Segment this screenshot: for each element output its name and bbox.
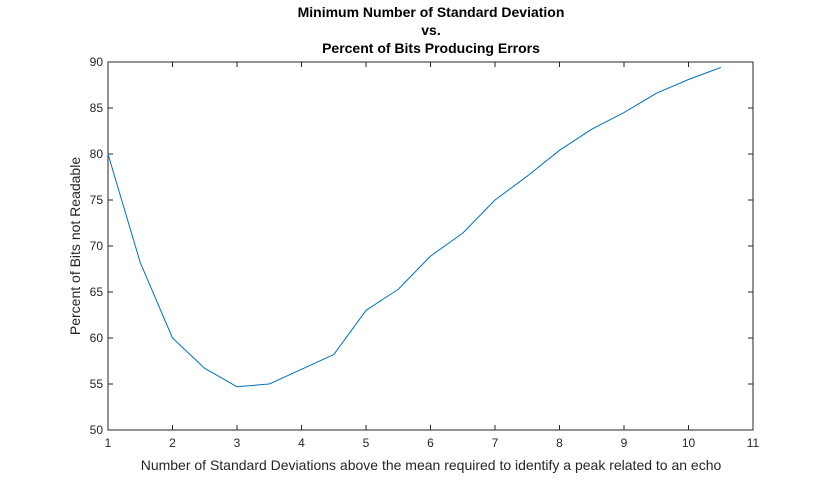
y-tick-label: 55 (90, 377, 104, 391)
y-tick-label: 60 (90, 331, 104, 345)
x-tick-label: 3 (234, 436, 241, 450)
x-tick-label: 1 (105, 436, 112, 450)
chart-title-line-3: Percent of Bits Producing Errors (322, 40, 540, 56)
y-tick-label: 90 (90, 55, 104, 69)
plot-area (107, 61, 754, 431)
y-tick-label: 65 (90, 285, 104, 299)
series-layer (107, 67, 721, 388)
chart-title-line-1: Minimum Number of Standard Deviation (298, 4, 565, 20)
y-tick-label: 75 (90, 193, 104, 207)
y-tick-label: 50 (90, 423, 104, 437)
series-line (107, 67, 721, 388)
x-tick-label: 6 (427, 436, 434, 450)
x-tick-label: 10 (682, 436, 696, 450)
y-tick-label: 70 (90, 239, 104, 253)
y-tick-label: 80 (90, 147, 104, 161)
chart-title-line-2: vs. (421, 22, 440, 38)
y-tick-label: 85 (90, 101, 104, 115)
x-tick-label: 8 (556, 436, 563, 450)
x-tick-label: 9 (621, 436, 628, 450)
x-tick-label: 11 (747, 436, 760, 450)
x-tick-label: 5 (363, 436, 370, 450)
y-axis-ticks: 50 55 60 65 70 75 80 85 90 (90, 55, 753, 437)
x-tick-label: 7 (492, 436, 499, 450)
x-axis-label: Number of Standard Deviations above the … (141, 457, 722, 473)
x-tick-label: 2 (169, 436, 176, 450)
x-tick-label: 4 (298, 436, 305, 450)
y-axis-label: Percent of Bits not Readable (67, 157, 83, 335)
x-axis-ticks: 1 2 3 4 5 6 7 8 9 10 11 (105, 62, 760, 450)
